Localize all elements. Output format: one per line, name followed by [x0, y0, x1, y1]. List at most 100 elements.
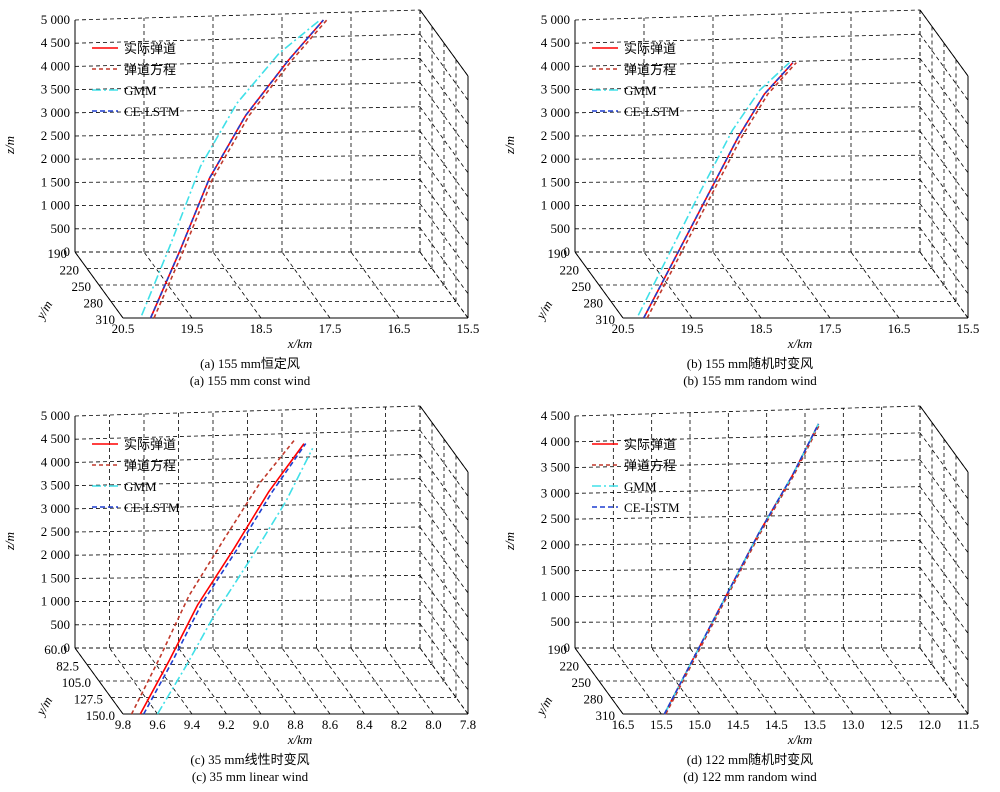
x-tick-label: 8.0: [425, 717, 441, 732]
chart-panel-d: 0 500 1 000 1 500 2 000 2 500 3 000 3 500 4 000 4…: [500, 396, 1000, 792]
plot-area: 0 500 1 000 1 500 2 000 2 500 3 000 3 500 4 000 4…: [2, 405, 476, 747]
grid-line: [74, 454, 421, 463]
y-tick-label: 220: [560, 263, 580, 278]
grid-line: [74, 478, 421, 486]
grid: [574, 405, 969, 715]
z-tick-label: 0: [564, 244, 571, 259]
y-axis-label: y/m: [32, 298, 55, 323]
z-tick-label: 3 000: [541, 105, 570, 120]
y-tick-label: 190: [48, 246, 68, 261]
grid-line: [574, 486, 921, 494]
grid-line: [74, 154, 421, 160]
series-line-3: [642, 62, 794, 319]
z-axis-label: z/m: [502, 136, 517, 155]
caption-cn: (d) 122 mm随机时变风: [686, 752, 814, 767]
grid-line: [74, 227, 421, 230]
z-tick-label: 2 000: [41, 547, 70, 562]
x-tick-label: 9.8: [115, 717, 131, 732]
top-edge-line: [419, 9, 469, 77]
z-tick-label: 1 000: [541, 198, 570, 213]
chart-panel-c: 0 500 1 000 1 500 2 000 2 500 3 000 3 500 4 000 4…: [0, 396, 500, 792]
y-tick-label: 280: [584, 692, 604, 707]
legend-label: GMM: [124, 83, 157, 98]
tick-labels: 0 500 1 000 1 500 2 000 2 500 3 000 3 500 4 000 4…: [541, 408, 979, 732]
z-tick-label: 4 000: [541, 434, 570, 449]
x-tick-label: 9.2: [218, 717, 234, 732]
x-tick-label: 9.4: [184, 717, 201, 732]
x-tick-label: 13.5: [803, 717, 826, 732]
z-tick-label: 2 000: [541, 151, 570, 166]
z-tick-label: 2 500: [41, 128, 70, 143]
z-tick-label: 3 500: [41, 82, 70, 97]
x-tick-label: 8.2: [391, 717, 407, 732]
z-tick-label: 3 000: [41, 501, 70, 516]
x-tick-label: 14.5: [765, 717, 788, 732]
grid-line: [74, 599, 421, 602]
axis-labels: z/m y/m x/km: [2, 532, 312, 747]
z-tick-label: 500: [51, 221, 71, 236]
series-line-3: [149, 19, 325, 319]
grid-line: [574, 513, 921, 520]
z-tick-label: 4 000: [541, 58, 570, 73]
y-axis-label: y/m: [32, 694, 55, 719]
z-tick-label: 0: [64, 640, 71, 655]
z-tick-label: 0: [564, 640, 571, 655]
top-edge-line: [919, 405, 969, 473]
legend-label: 实际弹道: [124, 437, 176, 452]
grid-line: [74, 429, 421, 440]
grid-line: [74, 550, 421, 556]
chart-c: 0 500 1 000 1 500 2 000 2 500 3 000 3 500 4 000 4…: [2, 405, 476, 747]
z-tick-label: 4 000: [41, 454, 70, 469]
chart-panel-a: 0 500 1 000 1 500 2 000 2 500 3 000 3 500 4 000 4…: [0, 0, 500, 396]
y-tick-label: 190: [548, 246, 568, 261]
grid-line: [574, 82, 921, 90]
top-edge-line: [919, 9, 969, 77]
y-tick-label: 250: [572, 279, 592, 294]
series-line-1: [646, 62, 797, 319]
x-tick-label: 17.5: [319, 321, 342, 336]
z-tick-label: 1 000: [41, 594, 70, 609]
y-axis-label: y/m: [532, 694, 555, 719]
y-tick-label: 190: [548, 642, 568, 657]
grid-line: [74, 33, 421, 44]
x-tick-label: 17.5: [819, 321, 842, 336]
grid-line: [74, 526, 421, 533]
y-tick-label: 220: [560, 659, 580, 674]
x-tick-label: 8.4: [356, 717, 373, 732]
grid-line: [574, 58, 921, 67]
grid-line: [574, 566, 921, 572]
y-axis-line: [574, 251, 624, 319]
z-tick-label: 1 500: [41, 570, 70, 585]
z-tick-label: 500: [551, 221, 571, 236]
x-tick-label: 12.5: [880, 717, 903, 732]
grid-line: [74, 179, 421, 183]
z-tick-label: 2 000: [541, 537, 570, 552]
series-line-3: [142, 443, 307, 715]
series-line-2: [140, 19, 321, 316]
y-tick-label: 280: [84, 296, 104, 311]
z-tick-label: 2 500: [41, 524, 70, 539]
grid-line: [74, 130, 421, 137]
x-tick-label: 8.6: [322, 717, 339, 732]
z-tick-label: 1 000: [41, 198, 70, 213]
plot-area: 0 500 1 000 1 500 2 000 2 500 3 000 3 500 4 000 4…: [2, 9, 479, 351]
caption-cn: (c) 35 mm线性时变风: [190, 752, 310, 767]
z-tick-label: 2 500: [541, 128, 570, 143]
axis-frame: [74, 405, 469, 715]
legend-label: GMM: [124, 479, 157, 494]
series-line-0: [139, 443, 305, 715]
grid-line: [574, 227, 921, 230]
series-line-2: [637, 62, 791, 316]
caption-cn: (b) 155 mm随机时变风: [686, 356, 814, 371]
z-tick-label: 1 500: [541, 174, 570, 189]
legend-label: 弹道方程: [124, 458, 176, 473]
grid-line: [574, 203, 921, 206]
x-tick-label: 19.5: [181, 321, 204, 336]
legend-label: 实际弹道: [624, 41, 676, 56]
series-line-2: [156, 447, 314, 715]
y-axis-line: [74, 647, 124, 715]
series-line-3: [663, 423, 820, 715]
caption-cn: (a) 155 mm恒定风: [200, 356, 300, 371]
grid-line: [74, 58, 421, 67]
